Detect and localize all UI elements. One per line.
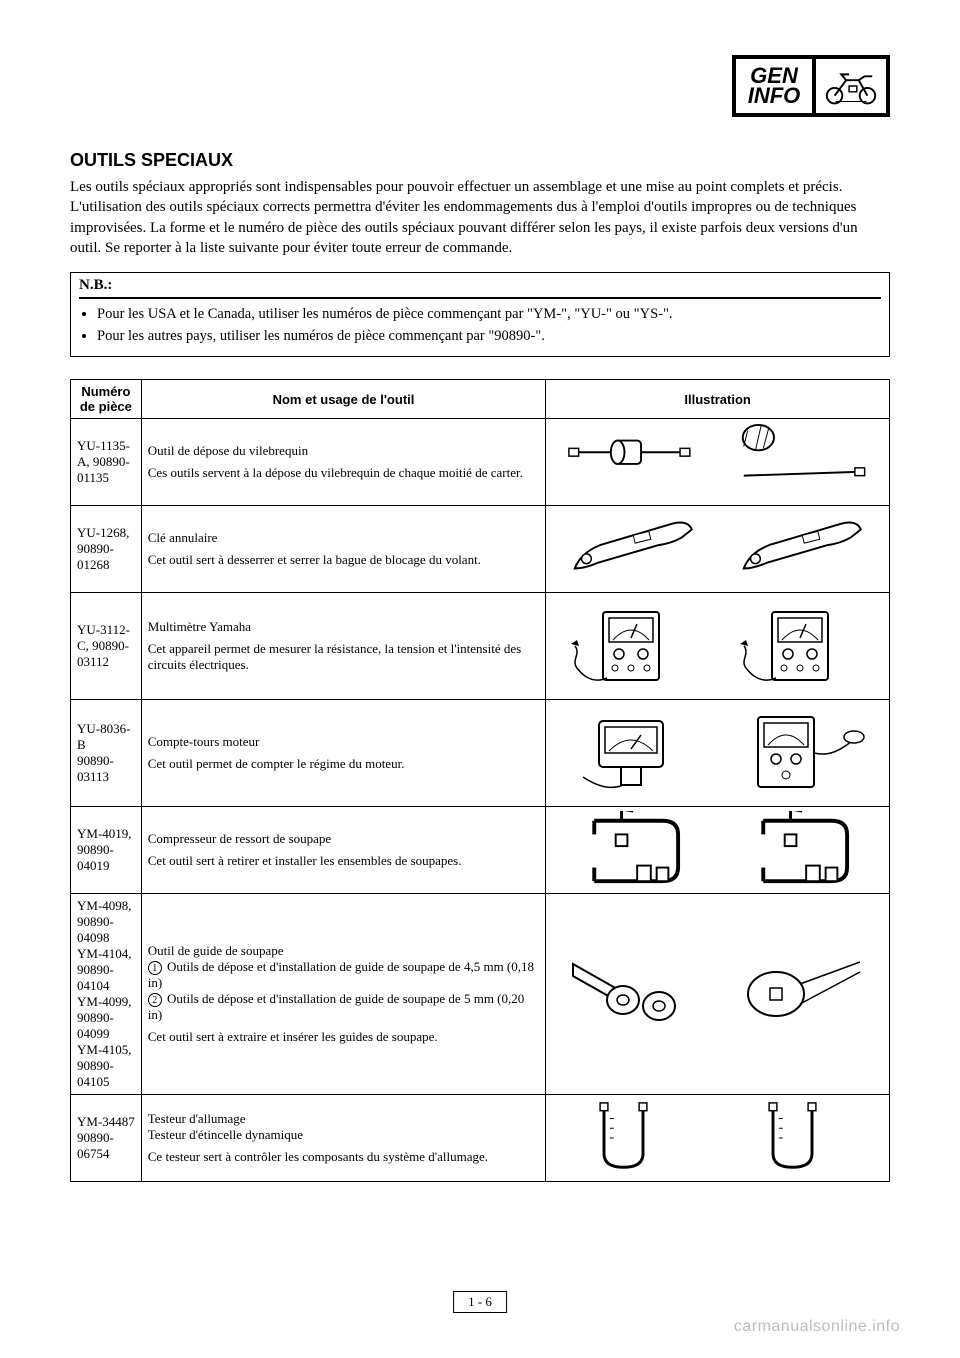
page-number: 1 - 6 xyxy=(453,1291,507,1313)
tool-illustration-icon xyxy=(563,811,703,889)
tool-illustration-icon xyxy=(732,1099,872,1177)
badge-bike-icon xyxy=(816,59,886,113)
tool-illustration-icon xyxy=(732,811,872,889)
th-name: Nom et usage de l'outil xyxy=(141,380,545,419)
tool-illustration-icon xyxy=(563,945,703,1043)
table-row: YU-1268, 90890-01268Clé annulaireCet out… xyxy=(71,506,890,593)
tool-illustration-icon xyxy=(732,510,872,588)
illustration-cell xyxy=(546,593,890,700)
table-row: YU-1135-A, 90890-01135Outil de dépose du… xyxy=(71,419,890,506)
table-row: YU-8036-B90890-03113Compte-tours moteurC… xyxy=(71,700,890,807)
note-item: Pour les USA et le Canada, utiliser les … xyxy=(97,305,881,325)
tool-illustration-icon xyxy=(563,1099,703,1177)
motorcycle-icon xyxy=(822,66,880,106)
illustration-cell xyxy=(546,506,890,593)
tool-name-cell: Compte-tours moteurCet outil permet de c… xyxy=(141,700,545,807)
tool-illustration-icon xyxy=(563,704,703,802)
part-number-cell: YU-1268, 90890-01268 xyxy=(71,506,142,593)
note-label: N.B.: xyxy=(79,277,881,294)
th-number: Numéro de pièce xyxy=(71,380,142,419)
tool-name-cell: Multimètre YamahaCet appareil permet de … xyxy=(141,593,545,700)
watermark: carmanualsonline.info xyxy=(734,1318,900,1336)
tool-illustration-icon xyxy=(732,597,872,695)
table-row: YM-4098, 90890-04098YM-4104, 90890-04104… xyxy=(71,894,890,1095)
illustration-cell xyxy=(546,419,890,506)
tool-name-cell: Outil de guide de soupape1 Outils de dép… xyxy=(141,894,545,1095)
tool-illustration-icon xyxy=(732,423,872,501)
illustration-cell xyxy=(546,807,890,894)
note-item: Pour les autres pays, utiliser les numér… xyxy=(97,327,881,347)
section-heading: OUTILS SPECIAUX xyxy=(70,150,890,171)
tool-name-cell: Testeur d'allumageTesteur d'étincelle dy… xyxy=(141,1095,545,1182)
intro-paragraph: Les outils spéciaux appropriés sont indi… xyxy=(70,177,890,258)
badge-text: GEN INFO xyxy=(736,59,816,113)
header-badge: GEN INFO xyxy=(732,55,890,117)
note-list: Pour les USA et le Canada, utiliser les … xyxy=(97,305,881,346)
tool-illustration-icon xyxy=(732,704,872,802)
part-number-cell: YM-4019, 90890-04019 xyxy=(71,807,142,894)
tools-table: Numéro de pièce Nom et usage de l'outil … xyxy=(70,379,890,1182)
tool-illustration-icon xyxy=(563,423,703,501)
tool-illustration-icon xyxy=(563,510,703,588)
table-row: YM-4019, 90890-04019Compresseur de resso… xyxy=(71,807,890,894)
note-rule xyxy=(79,297,881,299)
part-number-cell: YU-3112-C, 90890-03112 xyxy=(71,593,142,700)
illustration-cell xyxy=(546,700,890,807)
illustration-cell xyxy=(546,1095,890,1182)
note-box: N.B.: Pour les USA et le Canada, utilise… xyxy=(70,272,890,357)
table-row: YU-3112-C, 90890-03112Multimètre YamahaC… xyxy=(71,593,890,700)
part-number-cell: YM-3448790890-06754 xyxy=(71,1095,142,1182)
table-row: YM-3448790890-06754Testeur d'allumageTes… xyxy=(71,1095,890,1182)
illustration-cell xyxy=(546,894,890,1095)
tool-name-cell: Compresseur de ressort de soupapeCet out… xyxy=(141,807,545,894)
tool-name-cell: Clé annulaireCet outil sert à desserrer … xyxy=(141,506,545,593)
part-number-cell: YU-8036-B90890-03113 xyxy=(71,700,142,807)
part-number-cell: YU-1135-A, 90890-01135 xyxy=(71,419,142,506)
tool-illustration-icon xyxy=(563,597,703,695)
part-number-cell: YM-4098, 90890-04098YM-4104, 90890-04104… xyxy=(71,894,142,1095)
badge-line2: INFO xyxy=(748,86,801,106)
table-header-row: Numéro de pièce Nom et usage de l'outil … xyxy=(71,380,890,419)
th-illustration: Illustration xyxy=(546,380,890,419)
tool-name-cell: Outil de dépose du vilebrequinCes outils… xyxy=(141,419,545,506)
tool-illustration-icon xyxy=(732,945,872,1043)
